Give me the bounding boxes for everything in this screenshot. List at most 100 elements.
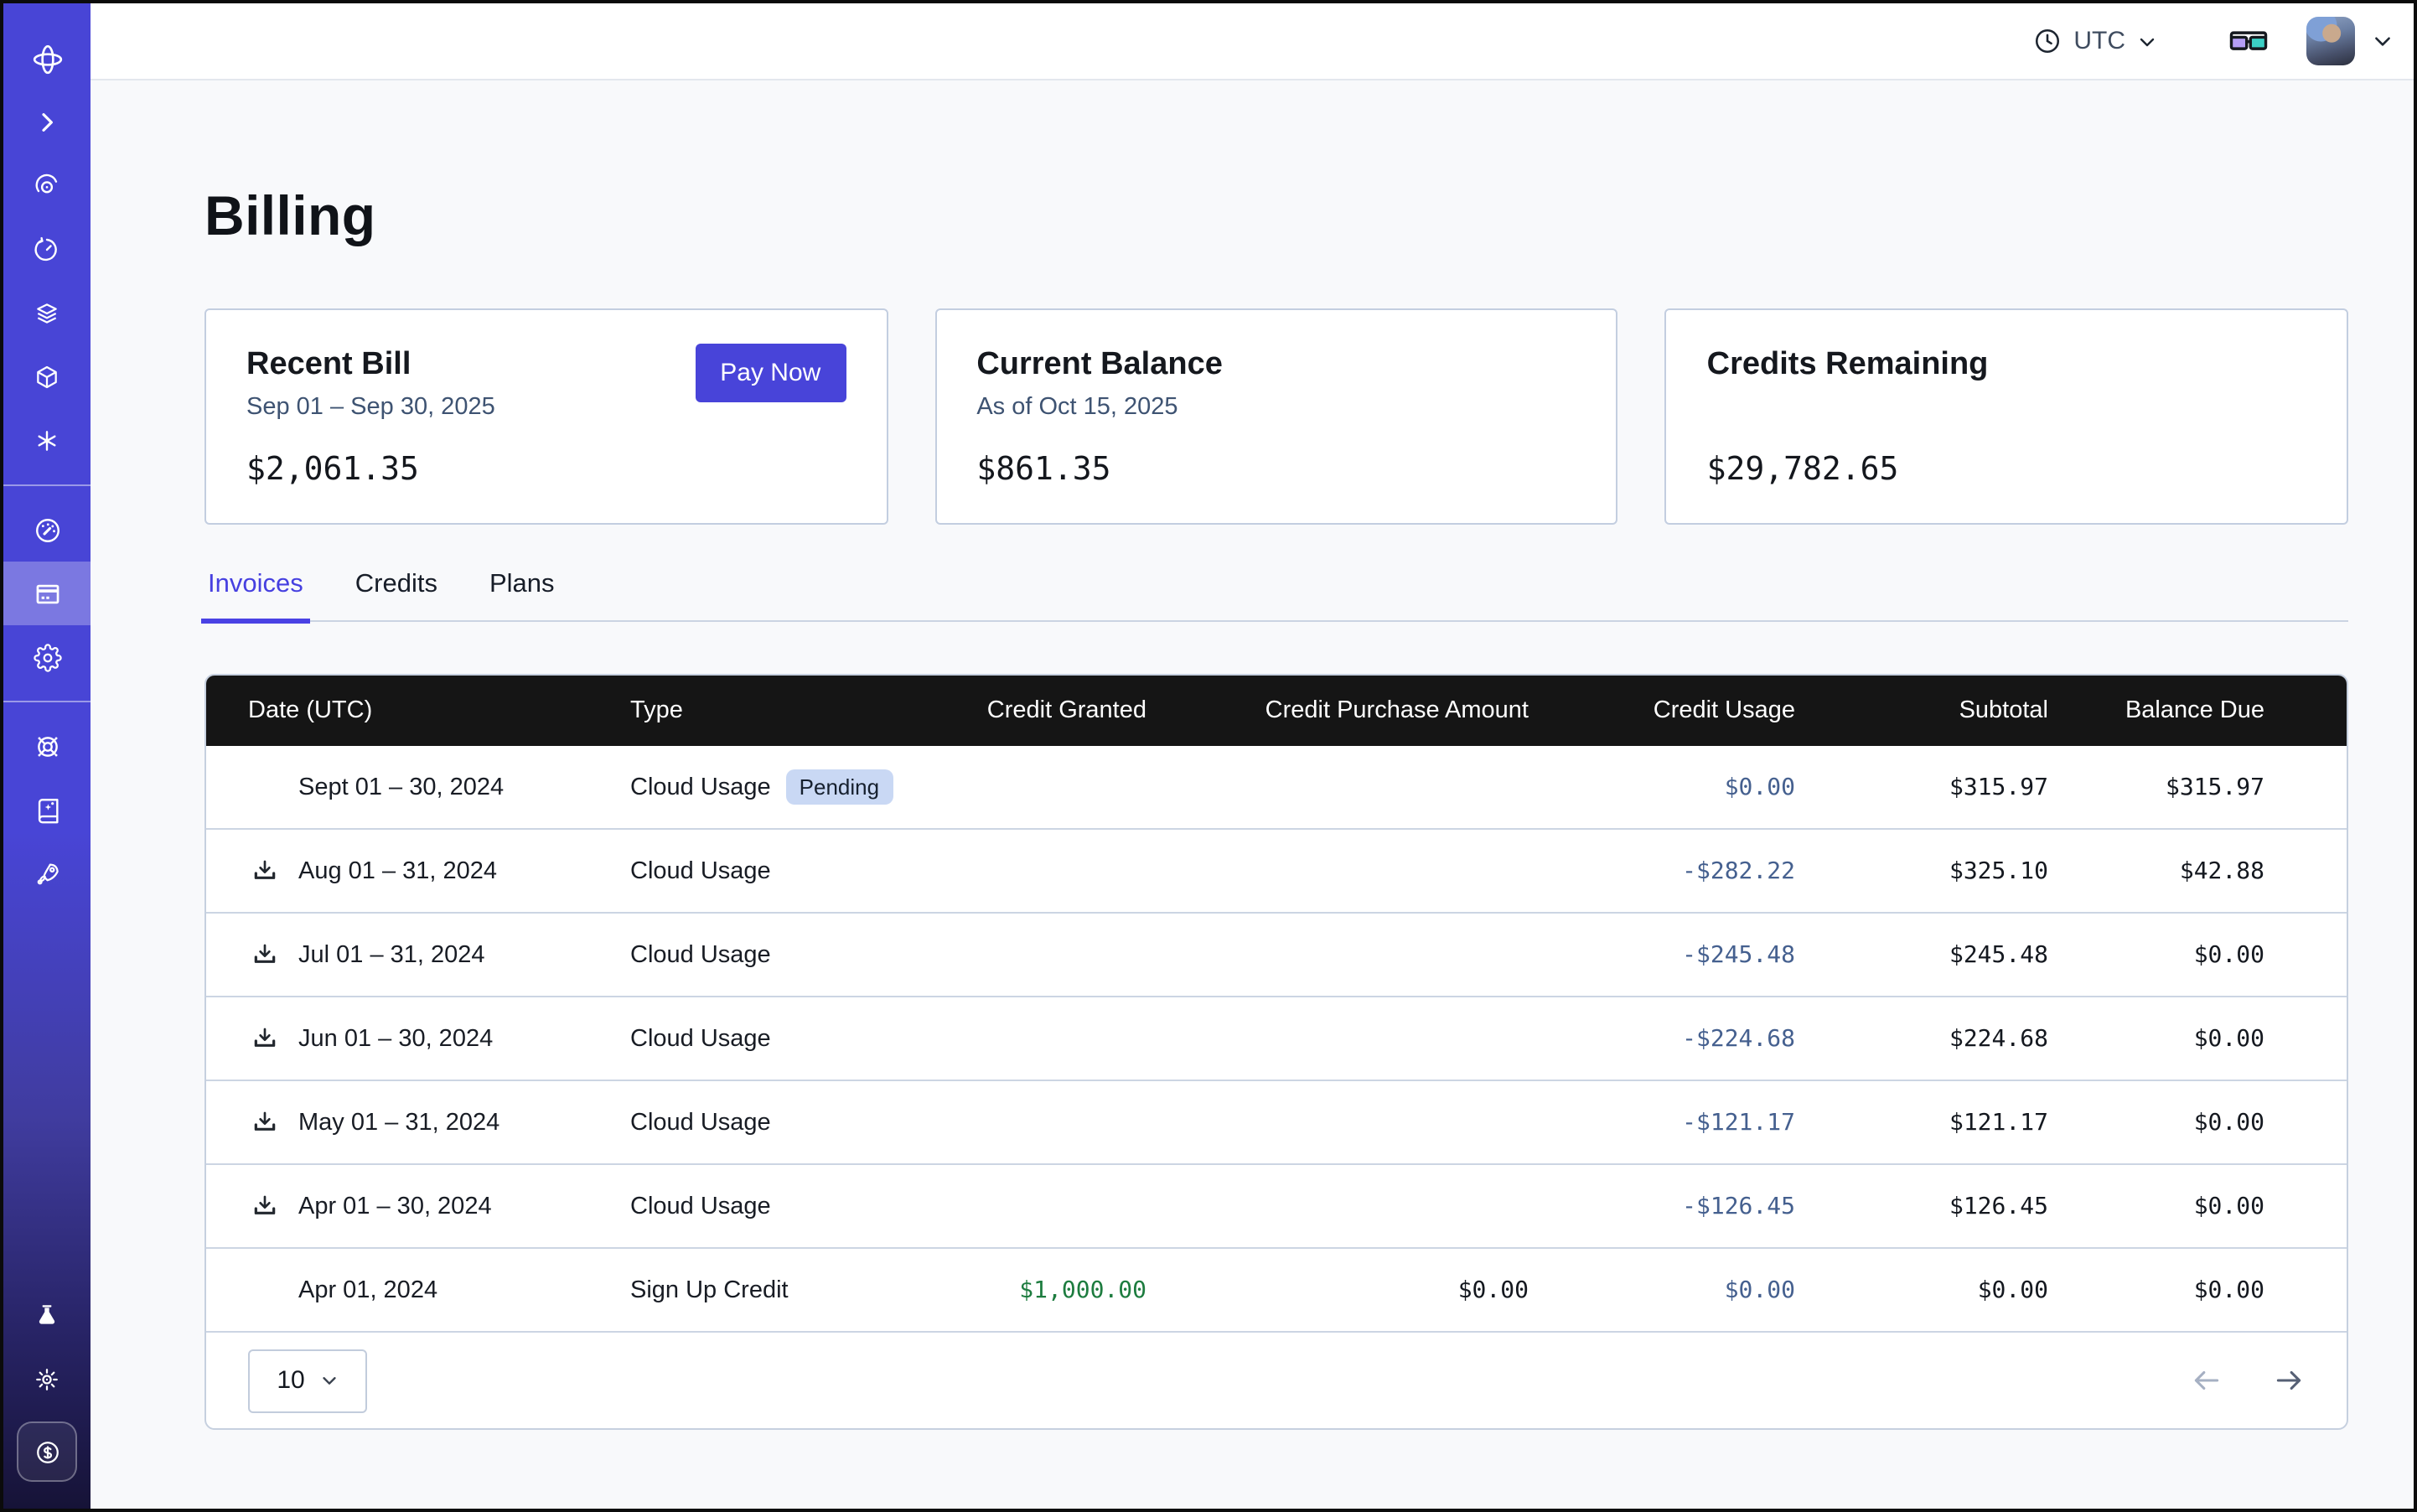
download-invoice-button[interactable]: [251, 1109, 278, 1136]
page-title: Billing: [204, 184, 376, 246]
settings-gear-icon[interactable]: [3, 625, 91, 689]
invoice-type: Cloud Usage: [630, 1025, 771, 1052]
clock-icon: [2036, 28, 2060, 54]
column-header: Credit Granted: [986, 697, 1146, 724]
helm-support-icon[interactable]: [3, 714, 91, 778]
subtotal-value: $0.00: [1977, 1276, 2048, 1303]
column-header: Balance Due: [2125, 697, 2264, 724]
tab-plans[interactable]: Plans: [489, 570, 555, 598]
layers-icon[interactable]: [3, 282, 91, 345]
invoice-date: Aug 01 – 31, 2024: [298, 857, 498, 884]
invoice-date: Jun 01 – 30, 2024: [298, 1025, 494, 1052]
invoices-table: Date (UTC) Type Credit Granted Credit Purch…: [204, 674, 2348, 1430]
credit-usage-value: -$121.17: [1682, 1109, 1795, 1136]
dollar-seal-icon[interactable]: [17, 1421, 77, 1482]
billing-tabs: Invoices Credits Plans: [201, 570, 2348, 624]
type-cell: Cloud Usage: [630, 1025, 944, 1052]
topbar: UTC: [91, 3, 2414, 80]
card-subtitle: [1707, 394, 2306, 427]
invoice-type: Cloud Usage: [630, 1109, 771, 1136]
invoice-date: Sept 01 – 30, 2024: [298, 774, 505, 800]
download-invoice-button[interactable]: [251, 1193, 278, 1219]
balance-due-value: $0.00: [2193, 1193, 2264, 1219]
sidebar-spacer: [3, 905, 91, 1284]
table-row: Apr 01 – 30, 2024 Cloud Usage -$126.45 $…: [206, 1163, 2347, 1247]
sidebar-item-billing[interactable]: [3, 562, 91, 625]
date-cell: Apr 01 – 30, 2024: [206, 1193, 630, 1219]
rocket-icon[interactable]: [3, 841, 91, 905]
gauge-dashboard-icon[interactable]: [3, 498, 91, 562]
table-row: Sept 01 – 30, 2024 Cloud Usage Pending $…: [206, 746, 2347, 828]
type-cell: Cloud Usage: [630, 1193, 944, 1219]
page-size-value: 10: [277, 1366, 305, 1395]
timezone-label: UTC: [2073, 27, 2125, 55]
asterisk-icon[interactable]: [3, 409, 91, 473]
type-cell: Cloud Usage: [630, 1109, 944, 1136]
credit-usage-value: -$126.45: [1682, 1193, 1795, 1219]
credit-granted-value: $1,000.00: [1019, 1276, 1146, 1303]
timezone-selector[interactable]: UTC: [2033, 27, 2157, 55]
balance-due-value: $42.88: [2179, 857, 2264, 884]
download-invoice-button[interactable]: [251, 941, 278, 968]
card-amount: $861.35: [976, 451, 1111, 488]
invoice-type: Cloud Usage: [630, 941, 771, 968]
tab-credits[interactable]: Credits: [355, 570, 437, 598]
docs-book-icon[interactable]: [3, 778, 91, 841]
card-amount: $29,782.65: [1706, 451, 1899, 488]
date-cell: Jul 01 – 31, 2024: [206, 941, 630, 968]
invoice-date: May 01 – 31, 2024: [298, 1109, 500, 1136]
credit-usage-value: -$282.22: [1682, 857, 1795, 884]
prev-page-button[interactable]: [2191, 1364, 2223, 1396]
column-header: Type: [630, 697, 683, 724]
orbit-logo-icon[interactable]: [3, 27, 91, 91]
timer-icon[interactable]: [3, 218, 91, 282]
credit-usage-value: $0.00: [1724, 1276, 1795, 1303]
chevron-down-icon: [323, 1377, 336, 1385]
subtotal-value: $245.48: [1949, 941, 2048, 968]
card-title: Recent Bill: [246, 347, 411, 382]
card-title: Credits Remaining: [1706, 347, 1989, 382]
type-cell: Cloud Usage Pending: [630, 769, 944, 805]
column-header: Credit Usage: [1653, 697, 1795, 724]
balance-due-value: $0.00: [2193, 1025, 2264, 1052]
brightness-sun-icon[interactable]: [3, 1348, 91, 1411]
next-page-button[interactable]: [2273, 1364, 2305, 1396]
table-body: Sept 01 – 30, 2024 Cloud Usage Pending $…: [206, 746, 2347, 1331]
lab-flask-icon[interactable]: [3, 1284, 91, 1348]
sidebar: [3, 3, 91, 1509]
main-area: UTC Billing: [91, 3, 2414, 1509]
invoice-type: Cloud Usage: [630, 774, 771, 800]
balance-due-value: $315.97: [2165, 774, 2264, 800]
glasses-icon[interactable]: [2228, 25, 2269, 57]
hypnosis-icon[interactable]: [3, 154, 91, 218]
type-cell: Cloud Usage: [630, 857, 944, 884]
table-row: Jul 01 – 31, 2024 Cloud Usage -$245.48 $…: [206, 912, 2347, 996]
user-avatar[interactable]: [2306, 17, 2355, 65]
download-invoice-button[interactable]: [251, 857, 278, 884]
sidebar-divider: [3, 484, 91, 486]
chevron-right-icon[interactable]: [3, 91, 91, 154]
invoice-date: Apr 01, 2024: [298, 1276, 438, 1303]
table-header-row: Date (UTC) Type Credit Granted Credit Purch…: [206, 676, 2347, 746]
credit-purchase-value: $0.00: [1457, 1276, 1529, 1303]
download-invoice-button[interactable]: [251, 1025, 278, 1052]
date-cell: Aug 01 – 31, 2024: [206, 857, 630, 884]
cube-icon[interactable]: [3, 345, 91, 409]
column-header: Date (UTC): [248, 697, 373, 724]
pay-now-button[interactable]: Pay Now: [695, 344, 846, 402]
card-amount: $2,061.35: [246, 451, 419, 488]
card-subtitle: As of Oct 15, 2025: [976, 394, 1178, 421]
credits-remaining-card: Credits Remaining $29,782.65: [1664, 308, 2348, 525]
page-size-select[interactable]: 10: [248, 1349, 367, 1412]
subtotal-value: $126.45: [1949, 1193, 2048, 1219]
type-cell: Cloud Usage: [630, 941, 944, 968]
balance-due-value: $0.00: [2193, 1109, 2264, 1136]
invoice-type: Sign Up Credit: [630, 1276, 789, 1303]
card-title: Current Balance: [976, 347, 1223, 382]
summary-cards: Recent Bill Sep 01 – Sep 30, 2025 $2,061…: [204, 308, 2348, 525]
tab-invoices[interactable]: Invoices: [201, 570, 310, 624]
invoice-date: Apr 01 – 30, 2024: [298, 1193, 492, 1219]
pagination-arrows: [2191, 1364, 2305, 1396]
date-cell: Jun 01 – 30, 2024: [206, 1025, 630, 1052]
chevron-down-icon[interactable]: [2372, 30, 2394, 52]
